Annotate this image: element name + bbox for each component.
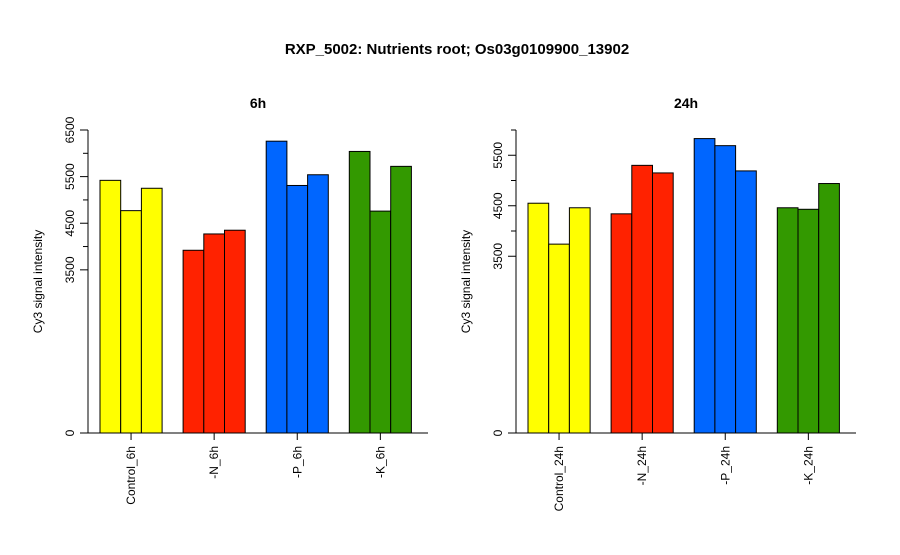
x-tick-label: Control_6h [124, 446, 138, 505]
bar--P_24h-3 [735, 170, 757, 434]
y-tick-label: 4500 [491, 192, 505, 219]
bar--K_6h-1 [348, 150, 371, 434]
bar--P_6h-2 [286, 184, 309, 434]
y-tick-label: 4500 [63, 210, 77, 237]
bar--N_6h-2 [203, 233, 226, 434]
y-axis-label: Cy3 signal intensity [459, 230, 473, 333]
bar--P_6h-3 [307, 174, 329, 434]
x-tick-label: -K_6h [373, 446, 387, 478]
page-title: RXP_5002: Nutrients root; Os03g0109900_1… [285, 41, 629, 58]
x-tick-label: Control_24h [552, 446, 566, 511]
y-tick-label: 0 [491, 429, 505, 436]
y-tick-label: 0 [63, 429, 77, 436]
bar--N_24h-2 [631, 164, 653, 434]
y-tick-label: 3500 [491, 243, 505, 270]
y-tick-label: 5500 [491, 142, 505, 169]
bar--K_6h-3 [390, 165, 412, 434]
chart-panel-6h: 6h Cy3 signal intensity 0 3500 4500 5500 6500 C… [31, 95, 428, 505]
x-tick-label: -P_6h [290, 446, 304, 478]
bar-Control_24h-1 [527, 202, 550, 434]
bar-Control_6h-1 [99, 179, 122, 434]
bar-Control_24h-3 [568, 207, 591, 434]
bar--K_6h-2 [369, 210, 392, 434]
y-tick-label: 3500 [63, 256, 77, 283]
bar--K_24h-1 [776, 207, 799, 434]
bar-Control_6h-3 [140, 187, 163, 434]
bar--P_24h-2 [714, 145, 737, 434]
bar-Control_24h-2 [548, 243, 570, 434]
bar--N_6h-1 [182, 249, 205, 434]
y-tick-label: 5500 [63, 163, 77, 190]
chart-title: 6h [250, 95, 266, 111]
y-axis-label: Cy3 signal intensity [31, 230, 45, 333]
x-tick-label: -K_24h [801, 446, 815, 485]
x-tick-label: -N_24h [635, 446, 649, 485]
bar--N_6h-3 [224, 229, 246, 434]
x-tick-label: -P_24h [718, 446, 732, 485]
bar--K_24h-2 [797, 208, 820, 434]
chart-panel-24h: 24h Cy3 signal intensity 0 3500 4500 5500 Cont… [459, 95, 856, 511]
chart-title: 24h [674, 95, 698, 111]
x-tick-label: -N_6h [207, 446, 221, 479]
bar--P_6h-1 [265, 140, 288, 434]
bar-Control_6h-2 [120, 210, 142, 434]
bar--N_24h-1 [610, 213, 633, 434]
bar--K_24h-3 [818, 183, 840, 434]
bar--N_24h-3 [652, 172, 674, 434]
bar--P_24h-1 [693, 138, 716, 434]
y-tick-label: 6500 [63, 116, 77, 143]
